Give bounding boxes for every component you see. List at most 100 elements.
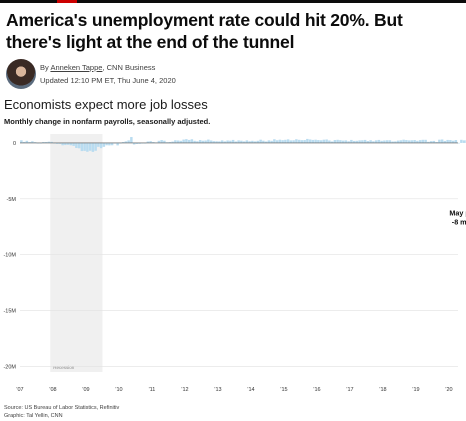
byline-prefix: By [40,63,49,72]
data-bar [418,140,422,143]
data-bar [110,142,114,146]
data-bar [229,140,232,143]
data-bar [28,142,31,143]
data-bar [358,140,361,143]
data-bar [435,142,438,143]
data-bar [339,140,342,143]
data-bar [226,140,229,143]
data-bar [306,138,309,143]
data-bar [97,142,100,147]
data-bar [314,139,317,143]
data-bar [127,140,130,143]
data-bar [429,141,433,143]
data-bar [146,141,150,143]
data-bar [319,140,323,143]
data-bar [201,140,205,143]
data-bar [69,142,73,146]
data-bar [55,142,59,144]
brand-accent [57,0,77,3]
data-bar [407,140,411,143]
data-bar [165,142,169,143]
data-bar [462,140,466,143]
updated-timestamp: Updated 12:10 PM ET, Thu June 4, 2020 [40,76,176,85]
data-bar [405,140,408,143]
graphic-credit: Graphic: Tal Yellin, CNN [4,413,63,419]
x-tick-label: '17 [346,387,353,393]
data-bar [440,139,444,143]
data-bar [264,141,268,143]
y-tick-label: -5M [7,197,17,203]
y-tick-label: 0 [13,141,16,147]
data-bar [218,141,221,143]
data-bar [209,140,213,143]
data-bar [347,141,350,143]
data-bar [242,141,246,143]
data-bar [385,140,389,143]
data-bar [20,140,23,143]
x-tick-label: '20 [445,387,452,393]
data-bar [325,139,328,143]
byline: By Anneken Tappe, CNN Business [40,63,155,72]
data-bar [295,139,298,143]
data-bar [124,141,128,143]
data-bar [460,139,463,143]
data-bar [91,142,95,152]
data-bar [240,140,243,143]
data-bar [416,140,419,143]
data-bar [190,139,194,143]
data-bar [350,139,353,143]
data-bar [176,140,180,143]
data-bar [352,140,356,143]
data-bar [198,140,202,143]
data-bar [193,140,196,143]
data-bar [220,140,224,143]
data-bar [286,139,290,143]
data-bar [292,140,295,143]
data-bar [75,142,78,148]
data-bar [204,140,207,143]
data-bar [402,139,405,143]
x-tick-label: '07 [16,387,23,393]
data-bar [413,140,416,143]
data-bar [278,139,282,143]
projection-annotation: May projection-8 million jobs [449,209,466,227]
data-bar [102,142,106,147]
data-bar [168,142,172,143]
data-bar [446,139,449,143]
data-bar [410,140,414,143]
data-bar [300,140,304,143]
x-tick-label: '13 [214,387,221,393]
data-bar [196,141,199,143]
data-bar [289,140,293,143]
data-bar [174,140,177,143]
x-tick-label: '14 [247,387,254,393]
data-bar [61,142,64,146]
data-bar [443,140,447,143]
data-bar [396,140,400,143]
headline: America's unemployment rate could hit 20… [6,10,403,52]
data-bar [256,140,260,143]
data-bar [86,142,89,152]
data-bar [44,142,48,143]
recession-band [50,134,103,372]
data-bar [303,140,306,143]
data-bar [388,140,392,143]
data-bar [223,141,227,143]
data-bar [187,139,191,143]
data-bar [77,142,81,149]
x-tick-label: '16 [313,387,320,393]
data-bar [457,142,460,144]
x-tick-label: '10 [115,387,122,393]
data-bar [31,141,34,143]
data-bar [311,139,315,143]
x-tick-label: '12 [181,387,188,393]
data-bar [163,140,166,143]
author-link[interactable]: Anneken Tappe [50,63,103,72]
data-bar [366,141,370,143]
data-bar [42,142,45,143]
data-bar [454,140,458,143]
data-bar [369,140,372,143]
data-bar [432,140,436,143]
data-bar [47,141,51,143]
top-bar [0,0,466,3]
